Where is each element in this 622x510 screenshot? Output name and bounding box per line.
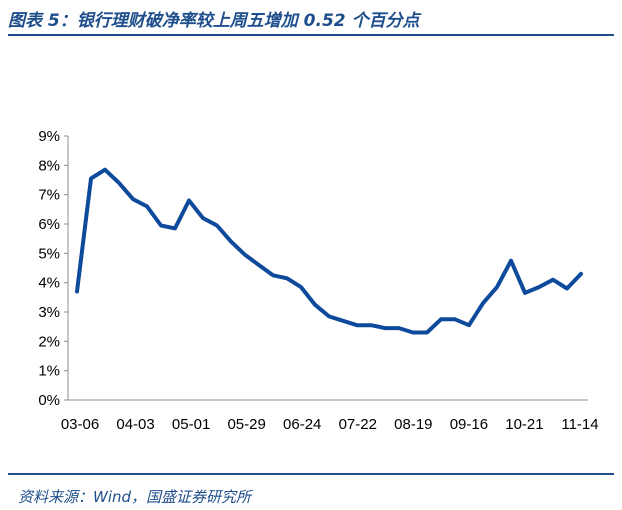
- chart-axes: [67, 136, 588, 401]
- y-tick-label: 3%: [38, 304, 60, 321]
- y-tick-label: 5%: [38, 245, 60, 262]
- x-tick-label: 06-24: [283, 416, 321, 433]
- x-tick-label: 09-16: [450, 416, 488, 433]
- y-tick-label: 2%: [38, 333, 60, 350]
- x-tick-label: 03-06: [61, 416, 99, 433]
- y-tick-label: 0%: [38, 392, 60, 409]
- x-tick-label: 05-29: [227, 416, 265, 433]
- x-tick-label: 07-22: [339, 416, 377, 433]
- x-tick-label: 11-14: [561, 416, 598, 433]
- x-tick-label: 05-01: [172, 416, 210, 433]
- y-tick-labels: 0% 1% 2% 3% 4% 5% 6% 7% 8% 9%: [38, 128, 68, 409]
- chart-title: 图表 5：银行理财破净率较上周五增加 0.52 个百分点: [8, 11, 420, 31]
- y-tick-label: 6%: [38, 216, 60, 233]
- top-divider: [8, 34, 614, 36]
- y-tick-label: 4%: [38, 275, 60, 292]
- series-line: [75, 167, 583, 335]
- source-note: 资料来源：Wind，国盛证券研究所: [18, 488, 252, 506]
- y-tick-label: 8%: [38, 157, 60, 174]
- x-tick-label: 10-21: [505, 416, 543, 433]
- x-tick-labels: 03-06 04-03 05-01 05-29 06-24 07-22 08-19 09-16…: [61, 416, 599, 433]
- series-group: [75, 167, 583, 335]
- y-tick-label: 1%: [38, 363, 60, 380]
- line-chart: 0% 1% 2% 3% 4% 5% 6% 7% 8% 9% 03-06 04-03 05-01 05-2…: [38, 128, 599, 433]
- x-tick-label: 04-03: [116, 416, 154, 433]
- y-tick-label: 7%: [38, 187, 60, 204]
- bottom-divider: [8, 473, 614, 475]
- y-tick-label: 9%: [38, 128, 60, 145]
- x-tick-label: 08-19: [394, 416, 432, 433]
